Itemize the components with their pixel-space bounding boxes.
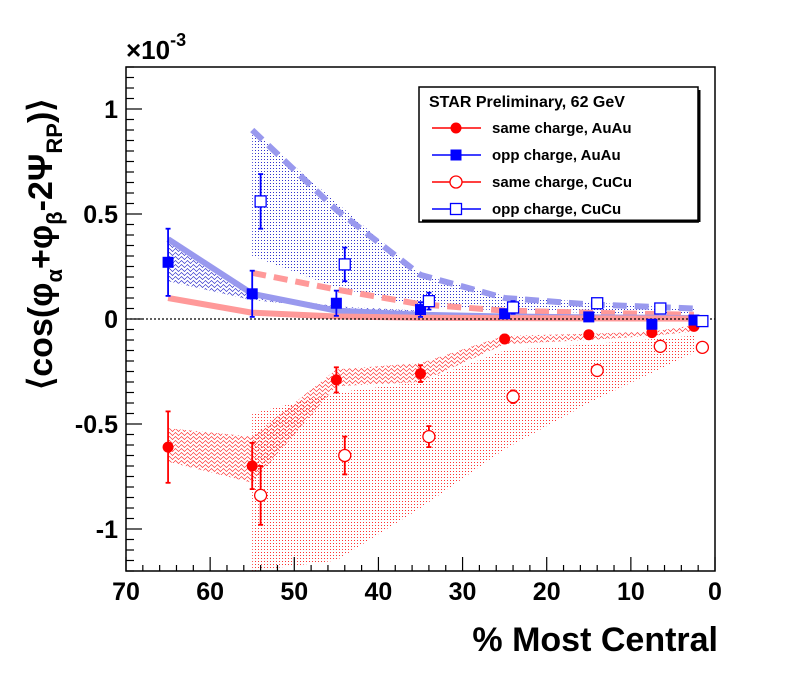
data-point-filled-circle bbox=[646, 327, 658, 339]
data-point-open-square bbox=[696, 314, 709, 328]
data-point-open-square bbox=[422, 294, 436, 308]
data-point-filled-square bbox=[688, 314, 700, 326]
y-title-rp: RP bbox=[42, 123, 67, 154]
legend-label: opp charge, CuCu bbox=[492, 201, 621, 218]
data-point-filled-square bbox=[646, 318, 658, 330]
y-exponent-base: ×10 bbox=[126, 35, 170, 65]
legend-entry-opp-charge-auau: opp charge, AuAu bbox=[432, 147, 621, 164]
x-tick-label: 30 bbox=[449, 578, 477, 606]
data-point-open-circle bbox=[338, 448, 352, 463]
x-tick-label: 70 bbox=[112, 578, 140, 606]
legend-entry-same-charge-cucu: same charge, CuCu bbox=[432, 174, 632, 191]
x-tick-label: 20 bbox=[533, 578, 561, 606]
series-opp-charge-cucu bbox=[254, 173, 709, 328]
y-title-plus: +φ bbox=[22, 225, 60, 269]
legend-label: same charge, AuAu bbox=[492, 120, 632, 137]
legend: STAR Preliminary, 62 GeV same charge, Au… bbox=[418, 86, 701, 223]
y-tick-label: 0.5 bbox=[83, 201, 118, 229]
data-point-filled-square bbox=[246, 288, 258, 300]
data-point-filled-square bbox=[162, 256, 174, 268]
band-same-charge-cucu-systematic bbox=[252, 335, 694, 571]
data-point-filled-square bbox=[499, 308, 511, 320]
legend-label: opp charge, AuAu bbox=[492, 147, 621, 164]
legend-entry-same-charge-auau: same charge, AuAu bbox=[432, 120, 632, 137]
data-point-open-circle bbox=[590, 363, 604, 378]
x-tick-label: 40 bbox=[365, 578, 393, 606]
data-point-filled-circle bbox=[162, 441, 174, 453]
data-point-filled-square bbox=[415, 304, 426, 316]
data-point-filled-circle bbox=[415, 368, 426, 380]
y-axis: -1 -0.5 0 0.5 1 bbox=[75, 66, 142, 572]
data-point-open-circle bbox=[653, 339, 667, 353]
legend-title: STAR Preliminary, 62 GeV bbox=[429, 94, 625, 111]
data-point-open-square bbox=[654, 302, 667, 315]
data-point-filled-circle bbox=[246, 460, 258, 472]
legend-marker-open-circle bbox=[449, 175, 463, 189]
x-axis: 70 60 50 40 30 20 10 0 bbox=[112, 557, 722, 606]
series-same-charge-cucu bbox=[253, 339, 710, 526]
y-tick-label: 1 bbox=[104, 96, 118, 124]
band-opp-charge-cucu-systematic bbox=[252, 130, 694, 315]
y-title-open: ⟨cos(φ bbox=[22, 283, 60, 391]
x-tick-label: 10 bbox=[617, 578, 645, 606]
y-tick-label: -0.5 bbox=[75, 411, 118, 439]
model-curve-same-charge-cucu-model bbox=[251, 269, 695, 318]
legend-marker-filled-square bbox=[450, 149, 462, 161]
data-point-open-square bbox=[591, 297, 604, 310]
x-tick-label: 50 bbox=[280, 578, 308, 606]
x-tick-label: 0 bbox=[708, 578, 722, 606]
data-point-open-square bbox=[338, 258, 351, 271]
legend-label: same charge, CuCu bbox=[492, 174, 632, 191]
data-point-filled-circle bbox=[330, 374, 342, 386]
y-title-close: )⟩ bbox=[22, 98, 60, 123]
band-opp-charge-auau-systematic bbox=[168, 239, 421, 312]
data-point-open-square bbox=[506, 301, 520, 314]
y-tick-label: 0 bbox=[104, 306, 118, 334]
band-same-charge-auau-systematic bbox=[168, 325, 694, 483]
data-point-open-circle bbox=[695, 340, 710, 355]
model-curve-same-charge-auau-model bbox=[167, 295, 694, 322]
x-axis-title: % Most Central bbox=[472, 621, 718, 659]
model-curve-opp-charge-cucu-model bbox=[250, 127, 695, 312]
data-point-open-circle bbox=[506, 390, 520, 404]
data-point-filled-square bbox=[583, 311, 595, 323]
y-axis-title: ⟨cos(φα+φβ-2ΨRP)⟩ bbox=[22, 98, 67, 390]
data-point-filled-circle bbox=[583, 329, 595, 341]
data-point-open-square bbox=[254, 195, 267, 208]
data-point-filled-circle bbox=[499, 333, 511, 345]
data-point-filled-square bbox=[330, 297, 342, 309]
y-exponent: ×10-3 bbox=[126, 30, 186, 65]
x-tick-label: 60 bbox=[196, 578, 224, 606]
y-tick-label: -1 bbox=[96, 516, 118, 544]
y-title-alpha: α bbox=[42, 269, 67, 283]
legend-marker-filled-circle bbox=[450, 122, 462, 134]
legend-entry-opp-charge-cucu: opp charge, CuCu bbox=[432, 201, 621, 218]
y-title-beta: β bbox=[42, 211, 67, 224]
series-opp-charge-auau bbox=[162, 227, 700, 330]
series-same-charge-auau bbox=[162, 320, 700, 491]
legend-marker-open-square bbox=[449, 202, 463, 216]
y-title-minus: -2Ψ bbox=[22, 154, 60, 212]
y-exponent-power: -3 bbox=[170, 30, 186, 50]
data-point-open-circle bbox=[422, 429, 436, 444]
systematic-bands bbox=[168, 130, 694, 571]
data-point-open-circle bbox=[253, 488, 268, 503]
data-points bbox=[162, 173, 710, 526]
